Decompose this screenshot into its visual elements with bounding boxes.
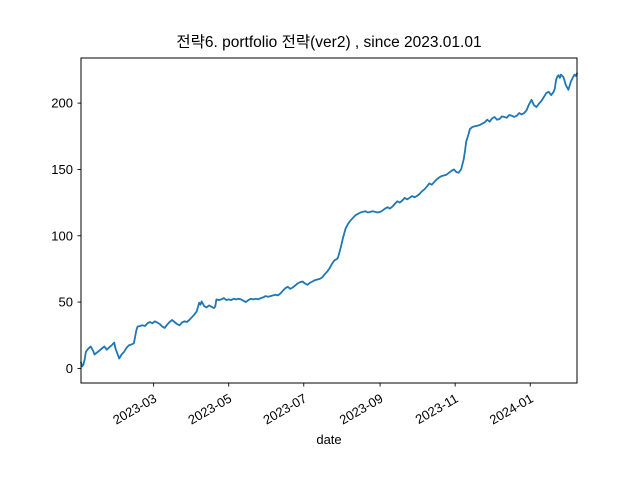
x-axis: 2023-03 2023-05 2023-07 2023-09 2023-11 2024-…	[110, 383, 536, 428]
axes-spines	[80, 57, 578, 384]
x-tick-label: 2023-05	[185, 391, 234, 428]
y-tick-label: 50	[59, 295, 73, 310]
y-tick-label: 200	[51, 96, 73, 111]
x-tick-label: 2023-03	[110, 391, 159, 428]
x-tick-label: 2023-11	[413, 391, 461, 427]
y-axis: 0 50 100 150 200	[51, 96, 81, 376]
y-tick-label: 150	[51, 162, 73, 177]
y-tick-label: 100	[51, 228, 73, 243]
chart-title: 전략6. portfolio 전략(ver2) , since 2023.01.…	[176, 33, 481, 51]
series-line-portfolio	[80, 72, 578, 368]
x-tick-label: 2023-07	[260, 391, 309, 428]
x-tick-label: 2023-09	[337, 391, 386, 428]
x-axis-label: date	[316, 432, 341, 447]
x-tick-label: 2024-01	[487, 391, 536, 428]
plot-area	[81, 58, 577, 383]
y-tick-label: 0	[66, 361, 73, 376]
